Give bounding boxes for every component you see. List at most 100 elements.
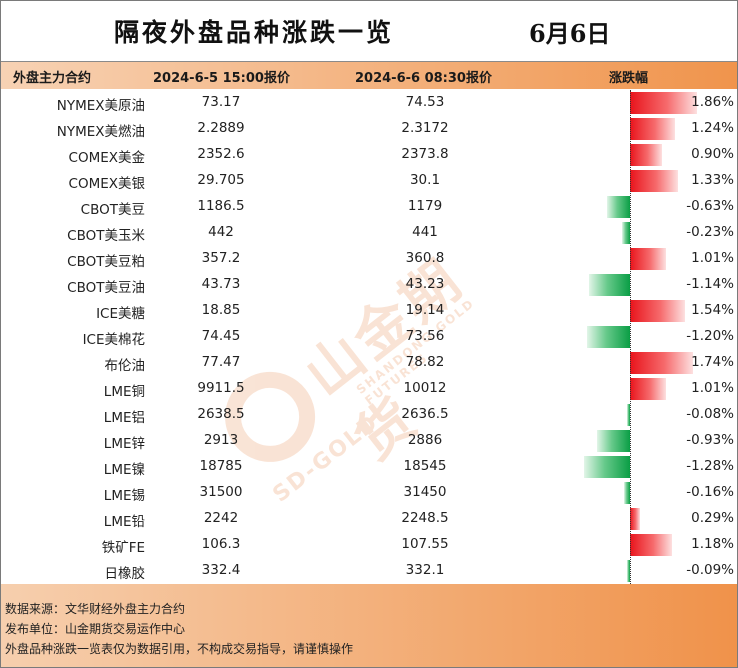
table-row: ICE美棉花 74.45 73.56 -1.20% — [1, 324, 737, 350]
change-pct: -1.20% — [686, 328, 734, 344]
report-date: 6月6日 — [529, 19, 611, 48]
change-bar — [586, 326, 630, 348]
change-bar — [626, 560, 630, 582]
table-row: LME锡 31500 31450 -0.16% — [1, 480, 737, 506]
contract-name: LME铜 — [103, 384, 145, 400]
change-bar — [630, 352, 693, 374]
price-prev: 2352.6 — [197, 146, 245, 162]
change-pct: 1.33% — [691, 172, 734, 188]
change-bar — [630, 248, 667, 270]
price-prev: 18.85 — [201, 302, 241, 318]
price-now: 107.55 — [401, 536, 449, 552]
price-now: 2636.5 — [401, 406, 449, 422]
price-prev: 1186.5 — [197, 198, 245, 214]
contract-name: 日橡胶 — [104, 566, 146, 582]
table-body: NYMEX美原油 73.17 74.53 1.86% NYMEX美燃油 2.2889 2.3… — [1, 90, 737, 584]
table-row: 铁矿FE 106.3 107.55 1.18% — [1, 532, 737, 558]
price-now: 2248.5 — [401, 510, 449, 526]
contract-name: LME镍 — [103, 462, 145, 478]
price-now: 2886 — [407, 432, 443, 448]
contract-name: ICE美棉花 — [82, 332, 145, 348]
change-bar — [630, 170, 678, 192]
table-row: LME铅 2242 2248.5 0.29% — [1, 506, 737, 532]
contract-name: 铁矿FE — [101, 540, 145, 556]
change-bar — [630, 508, 641, 530]
contract-name: CBOT美玉米 — [67, 228, 145, 244]
change-pct: -0.09% — [686, 562, 734, 578]
price-prev: 9911.5 — [197, 380, 245, 396]
price-now: 360.8 — [405, 250, 445, 266]
change-pct: -0.93% — [686, 432, 734, 448]
change-pct: 1.54% — [691, 302, 734, 318]
contract-name: 布伦油 — [104, 358, 146, 374]
price-now: 74.53 — [405, 94, 445, 110]
price-prev: 43.73 — [201, 276, 241, 292]
contract-name: LME铝 — [103, 410, 145, 426]
table-row: LME铜 9911.5 10012 1.01% — [1, 376, 737, 402]
change-bar — [630, 378, 667, 400]
price-prev: 106.3 — [201, 536, 241, 552]
table-row: LME锌 2913 2886 -0.93% — [1, 428, 737, 454]
change-bar — [588, 274, 630, 296]
footer-disclaimer: 外盘品种涨跌一览表仅为数据引用，不构成交易指导，请谨慎操作 — [5, 642, 354, 656]
change-pct: 1.18% — [691, 536, 734, 552]
footer: 数据来源：文华财经外盘主力合约 发布单位：山金期货交易运作中心 外盘品种涨跌一览… — [1, 584, 737, 667]
change-pct: -0.23% — [686, 224, 734, 240]
price-prev: 74.45 — [201, 328, 241, 344]
contract-name: CBOT美豆油 — [67, 280, 145, 296]
header-change: 涨跌幅 — [609, 71, 649, 86]
change-pct: 1.01% — [691, 380, 734, 396]
change-pct: 0.29% — [691, 510, 734, 526]
page-title: 隔夜外盘品种涨跌一览 — [114, 18, 395, 47]
price-now: 19.14 — [405, 302, 445, 318]
table-row: 布伦油 77.47 78.82 1.74% — [1, 350, 737, 376]
table-header: 外盘主力合约 2024-6-5 15:00报价 2024-6-6 08:30报价… — [1, 62, 737, 89]
contract-name: CBOT美豆粕 — [67, 254, 145, 270]
price-now: 78.82 — [405, 354, 445, 370]
change-bar — [630, 92, 697, 114]
price-prev: 442 — [208, 224, 234, 240]
price-prev: 332.4 — [201, 562, 241, 578]
price-now: 10012 — [403, 380, 447, 396]
contract-name: ICE美糖 — [96, 306, 145, 322]
table-row: ICE美糖 18.85 19.14 1.54% — [1, 298, 737, 324]
price-prev: 2913 — [203, 432, 239, 448]
contract-name: LME铅 — [103, 514, 145, 530]
change-bar — [596, 430, 630, 452]
table-row: NYMEX美燃油 2.2889 2.3172 1.24% — [1, 116, 737, 142]
table-row: COMEX美金 2352.6 2373.8 0.90% — [1, 142, 737, 168]
price-prev: 31500 — [199, 484, 243, 500]
change-pct: 1.01% — [691, 250, 734, 266]
header-price1: 2024-6-5 15:00报价 — [153, 71, 290, 86]
contract-name: COMEX美银 — [68, 176, 145, 192]
price-prev: 2638.5 — [197, 406, 245, 422]
price-prev: 2.2889 — [197, 120, 245, 136]
table-row: CBOT美豆粕 357.2 360.8 1.01% — [1, 246, 737, 272]
change-bar — [630, 118, 675, 140]
price-now: 31450 — [403, 484, 447, 500]
header-price2: 2024-6-6 08:30报价 — [355, 71, 492, 86]
table-row: COMEX美银 29.705 30.1 1.33% — [1, 168, 737, 194]
title-bar: 隔夜外盘品种涨跌一览 6月6日 — [1, 1, 737, 62]
change-bar — [630, 144, 663, 166]
table-row: 日橡胶 332.4 332.1 -0.09% — [1, 558, 737, 584]
table-row: NYMEX美原油 73.17 74.53 1.86% — [1, 90, 737, 116]
contract-name: COMEX美金 — [68, 150, 145, 166]
price-now: 30.1 — [409, 172, 441, 188]
change-pct: -1.28% — [686, 458, 734, 474]
contract-name: NYMEX美燃油 — [56, 124, 145, 140]
table-row: CBOT美玉米 442 441 -0.23% — [1, 220, 737, 246]
change-pct: -0.08% — [686, 406, 734, 422]
change-bar — [624, 482, 630, 504]
price-now: 18545 — [403, 458, 447, 474]
price-prev: 2242 — [203, 510, 239, 526]
price-prev: 18785 — [199, 458, 243, 474]
change-bar — [607, 196, 630, 218]
footer-source: 数据来源：文华财经外盘主力合约 — [5, 602, 186, 616]
header-name: 外盘主力合约 — [13, 71, 92, 86]
table-row: CBOT美豆 1186.5 1179 -0.63% — [1, 194, 737, 220]
change-pct: -0.63% — [686, 198, 734, 214]
change-axis — [630, 90, 631, 584]
contract-name: LME锌 — [103, 436, 145, 452]
